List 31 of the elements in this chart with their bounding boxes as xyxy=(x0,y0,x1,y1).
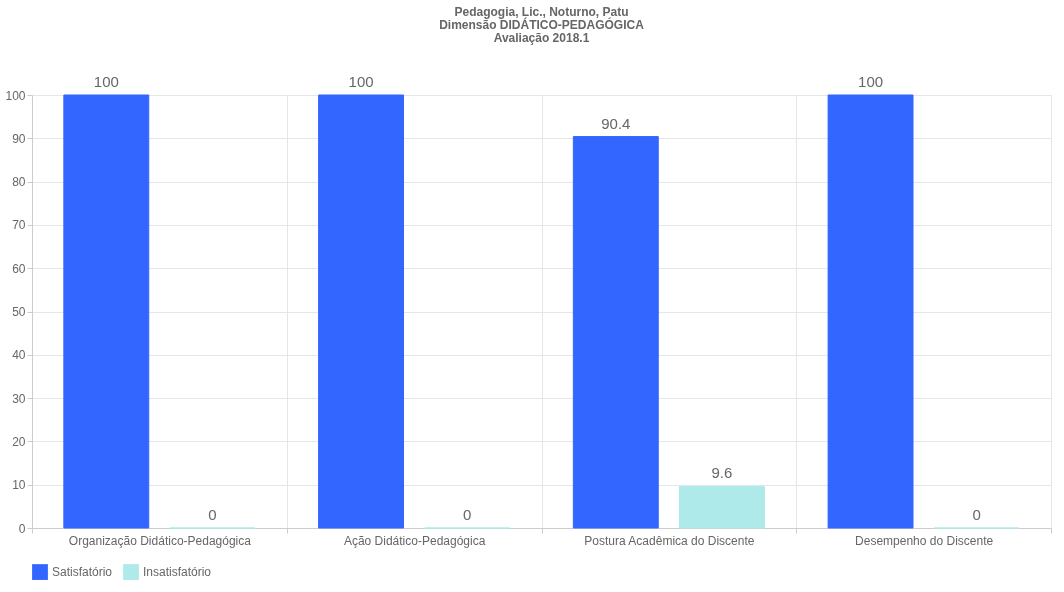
bar xyxy=(318,94,405,529)
y-tick-label: 90 xyxy=(12,131,26,146)
y-tick-label: 60 xyxy=(12,261,26,276)
x-tick-label: Desempenho do Discente xyxy=(855,533,994,548)
data-label: 0 xyxy=(463,506,472,523)
data-label: 0 xyxy=(208,506,217,523)
legend-label: Satisfatório xyxy=(52,565,113,580)
data-label: 100 xyxy=(858,73,884,90)
x-tick-label: Postura Acadêmica do Discente xyxy=(584,533,755,548)
data-label: 0 xyxy=(972,506,981,523)
y-tick-label: 30 xyxy=(12,391,26,406)
y-tick-label: 40 xyxy=(12,348,26,363)
data-label: 100 xyxy=(93,73,119,90)
data-label: 90.4 xyxy=(601,114,631,132)
bar xyxy=(827,94,914,529)
legend-label: Insatisfatório xyxy=(143,565,212,580)
x-tick-label: Ação Didático-Pedagógica xyxy=(343,533,486,548)
y-tick-label: 0 xyxy=(18,521,26,536)
y-tick-label: 80 xyxy=(12,175,26,190)
data-label: 9.6 xyxy=(711,464,733,482)
y-tick-label: 10 xyxy=(12,478,26,493)
y-tick-label: 50 xyxy=(12,305,26,319)
y-tick-label: 20 xyxy=(12,434,26,449)
bar xyxy=(63,94,150,529)
bar xyxy=(572,136,659,529)
x-tick-label: Organização Didático-Pedagógica xyxy=(68,533,252,548)
chart-title: Pedagogia, Lic., Noturno, Patu Dimensão DIDÁTICO-PEDAGÓGICA Avaliação 2018.1 xyxy=(439,5,645,45)
bar xyxy=(678,485,765,529)
y-tick-label: 100 xyxy=(5,88,26,103)
y-tick-label: 70 xyxy=(12,218,26,233)
data-label: 100 xyxy=(348,73,374,90)
